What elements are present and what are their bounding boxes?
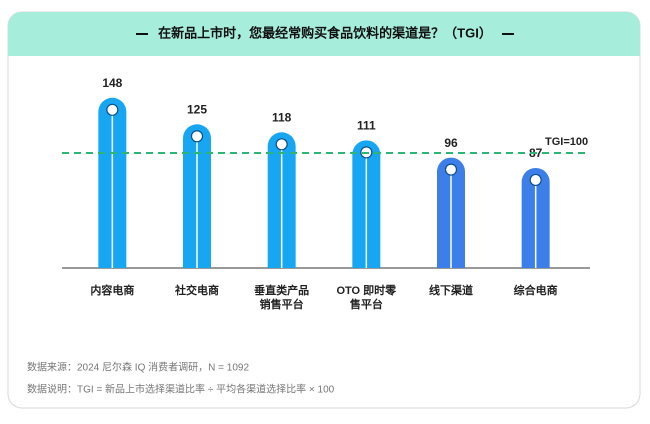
- header-band: [8, 12, 640, 56]
- chart-title: 在新品上市时，您最经常购买食品饮料的渠道是？（TGI）: [158, 25, 492, 40]
- bar-dot: [444, 163, 458, 176]
- x-tick-label: 综合电商: [513, 285, 558, 297]
- note: 数据说明：TGI = 新品上市选择渠道比率 ÷ 平均各渠道选择比率 × 100: [27, 383, 335, 396]
- x-tick-label: 内容电商: [90, 285, 135, 297]
- value-label: 125: [187, 102, 207, 116]
- value-label: 148: [102, 76, 122, 90]
- bar-dot: [275, 138, 288, 151]
- reference-label: TGI=100: [545, 136, 588, 148]
- value-label: 118: [272, 110, 292, 124]
- bar-dot: [106, 103, 119, 116]
- x-tick-label: 社交电商: [175, 285, 219, 297]
- note: 数据来源：2024 尼尔森 IQ 消费者调研，N = 1092: [27, 361, 249, 374]
- bar-dot: [190, 130, 204, 143]
- bar-dot: [529, 173, 542, 187]
- value-label: 96: [444, 136, 458, 150]
- x-tick-label: 垂直类产品 销售平台: [254, 285, 310, 311]
- x-tick-label: 线下渠道: [429, 285, 473, 297]
- value-label: 111: [357, 119, 376, 133]
- x-tick-label: OTO 即时零 售平台: [336, 285, 397, 311]
